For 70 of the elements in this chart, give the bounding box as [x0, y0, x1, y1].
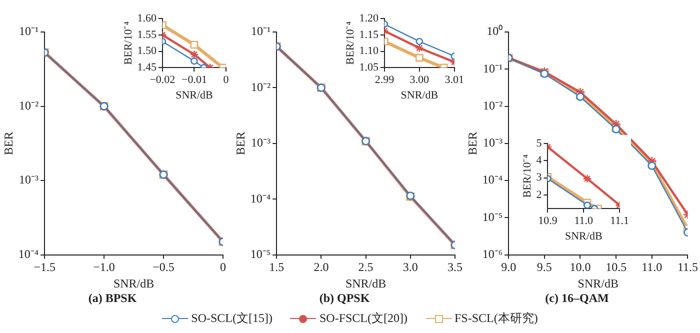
y-axis-title: BER/10⁻⁴ — [521, 154, 534, 198]
y-tick-label: 10⁻¹ — [482, 61, 503, 76]
x-tick-label: −1.0 — [93, 260, 115, 274]
x-tick-label: 9.0 — [501, 260, 516, 274]
x-tick-label: 2.99 — [374, 74, 395, 86]
x-tick-label: 11.0 — [574, 215, 594, 228]
x-axis-title: SNR/dB — [578, 276, 618, 291]
text: (b) QPSK — [319, 290, 370, 305]
y-tick-label: 10⁻² — [250, 80, 271, 94]
y-tick-label: 10⁻⁴ — [18, 246, 39, 261]
x-tick-label: −1.5 — [34, 260, 56, 274]
x-tick-label: 10.5 — [606, 260, 627, 274]
y-tick-label: 10⁻⁴ — [482, 172, 503, 187]
x-tick-label: 2.0 — [314, 260, 329, 274]
y-axis-title: BER — [1, 132, 16, 156]
y-tick-label: 1.60 — [137, 12, 157, 24]
x-tick-label: 10.0 — [570, 260, 591, 274]
x-tick-label: 3.00 — [410, 74, 430, 86]
y-axis-title: BER — [465, 132, 480, 156]
y-tick-label: 10⁻³ — [482, 136, 503, 150]
y-tick-label: 1.15 — [359, 28, 379, 41]
y-tick-label: 1.50 — [137, 45, 157, 58]
text: (a) BPSK — [88, 290, 138, 305]
text: (c) 16–QAM — [545, 290, 609, 305]
x-axis-title: SNR/dB — [176, 89, 213, 102]
x-tick-label: 11.1 — [610, 215, 629, 228]
y-tick-label: 10⁻³ — [250, 136, 271, 150]
x-tick-label: −0.01 — [181, 74, 207, 86]
y-tick-label: 10⁻² — [18, 98, 39, 112]
x-axis-title: SNR/dB — [564, 230, 602, 242]
legend-label: SO-FSCL(文[20]) — [319, 310, 408, 327]
x-axis-title: SNR/dB — [345, 276, 386, 291]
y-tick-label: 3 — [536, 172, 542, 184]
y-tick-label: 1.05 — [359, 61, 379, 74]
y-tick-label: 5 — [536, 137, 542, 150]
legend-label: SO-SCL(文[15]) — [191, 310, 272, 327]
y-tick-label: 1.55 — [137, 28, 157, 41]
y-tick-label: 10⁻⁵ — [482, 210, 503, 224]
x-tick-label: 3.5 — [448, 260, 462, 274]
y-axis-title: BER/10⁻⁴ — [344, 21, 356, 65]
x-axis-title: SNR/dB — [400, 89, 438, 102]
y-tick-label: 10⁻⁴ — [250, 191, 271, 206]
y-tick-label: 10⁻² — [482, 98, 503, 112]
x-axis-title: SNR/dB — [113, 276, 154, 291]
y-tick-label: 1.20 — [359, 12, 379, 24]
x-tick-label: 3.01 — [444, 74, 464, 86]
x-tick-label: 0 — [223, 74, 230, 86]
y-tick-label: 10⁻¹ — [18, 24, 39, 38]
x-tick-label: 3.0 — [402, 260, 418, 274]
x-tick-label: 1.5 — [269, 260, 284, 274]
x-tick-label: 2.5 — [358, 260, 374, 274]
y-tick-label: 10⁻⁶ — [482, 246, 503, 261]
y-tick-label: 10⁻⁵ — [250, 246, 271, 261]
x-tick-label: 0 — [220, 260, 226, 274]
y-tick-label: 10⁻³ — [18, 172, 39, 187]
x-tick-label: 11.0 — [642, 260, 662, 274]
y-tick-label: 10⁰ — [486, 24, 503, 38]
x-tick-label: −0.02 — [150, 74, 176, 86]
y-tick-label: 1.10 — [359, 45, 379, 58]
x-tick-label: 11.5 — [677, 260, 698, 274]
y-tick-label: 10⁻¹ — [250, 24, 271, 38]
y-axis-title: BER — [233, 132, 248, 156]
y-axis-title: BER/10⁻⁴ — [122, 21, 134, 65]
y-tick-label: 2 — [536, 188, 542, 201]
x-tick-label: −0.5 — [152, 260, 174, 274]
x-tick-label: 10.9 — [538, 215, 558, 228]
y-tick-label: 4 — [536, 154, 542, 167]
y-tick-label: 1.45 — [137, 61, 157, 74]
x-tick-label: 9.5 — [536, 260, 552, 274]
legend-label: FS-SCL(本研究) — [454, 310, 538, 327]
